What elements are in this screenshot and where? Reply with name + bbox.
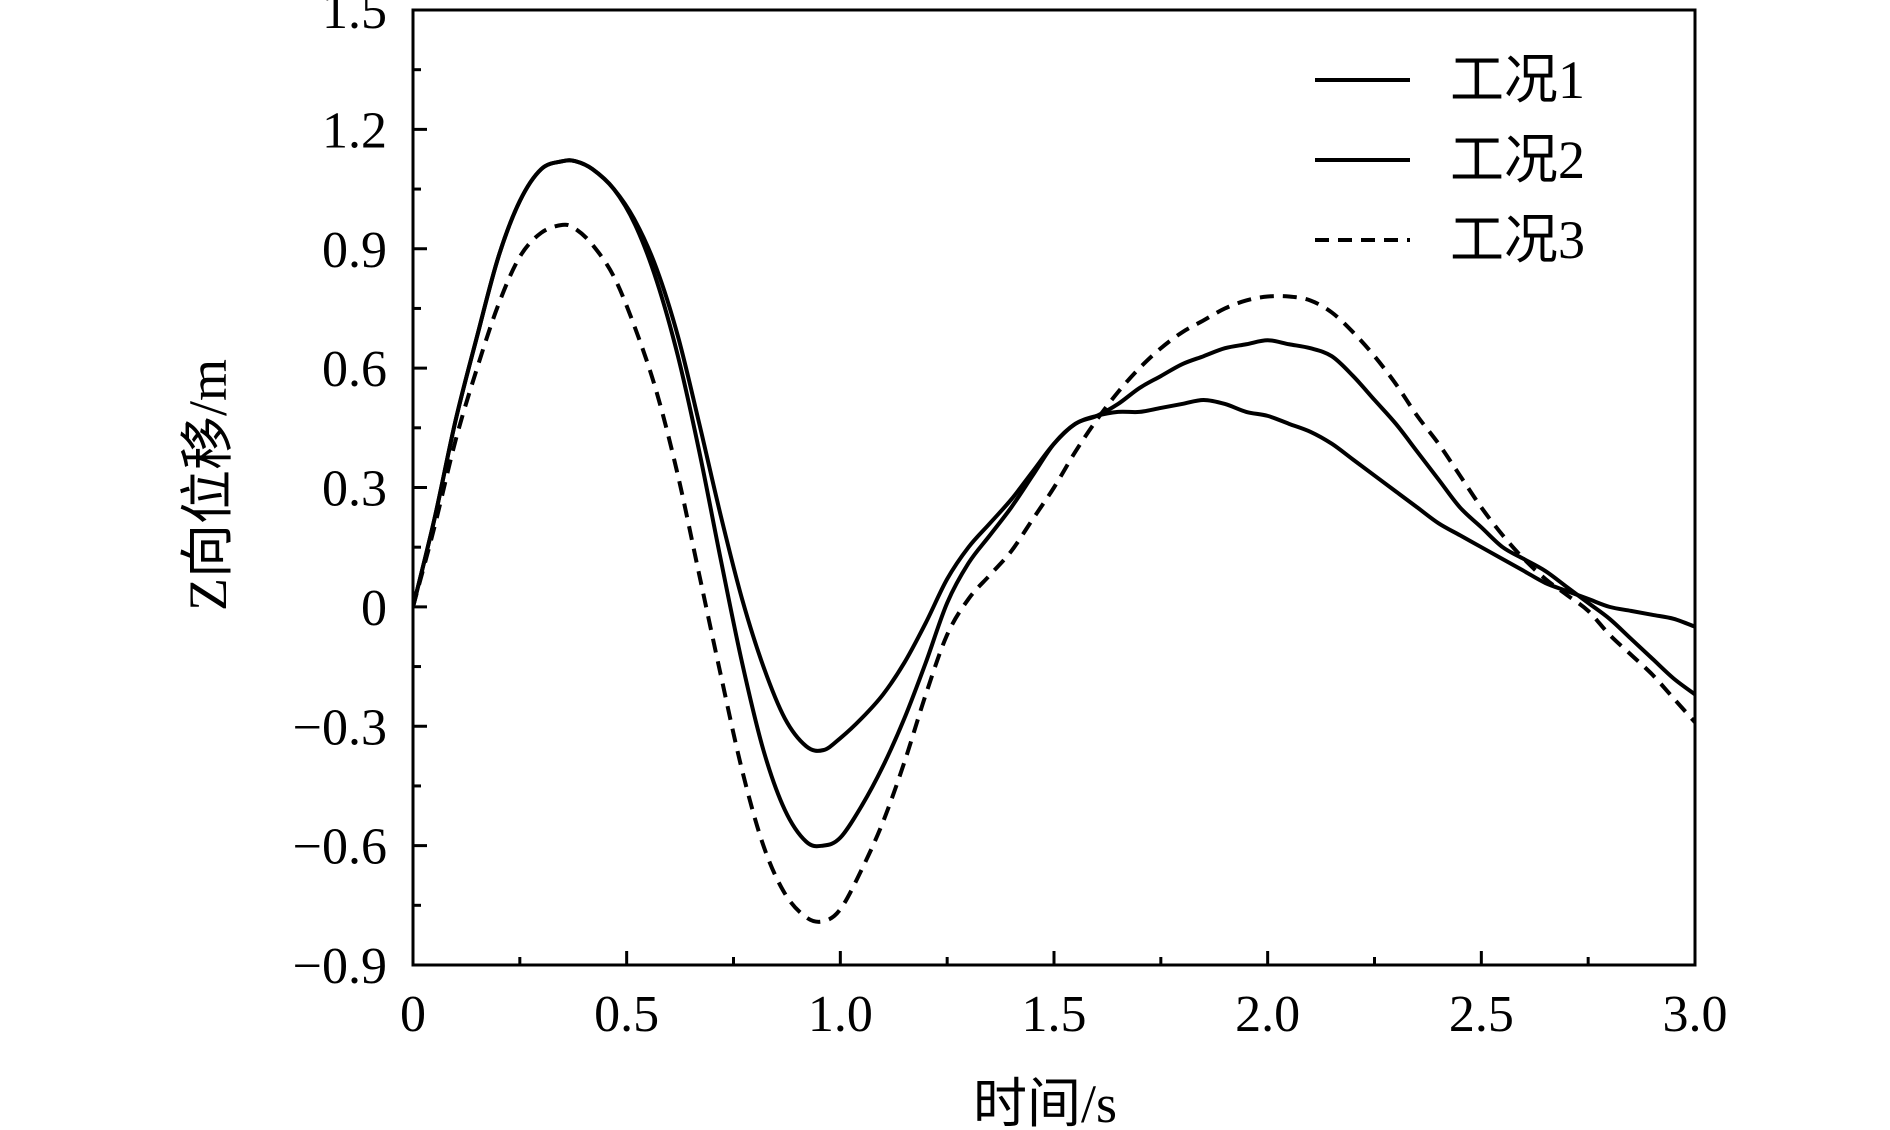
x-tick-label: 1.5 [1022, 986, 1087, 1043]
x-axis-title: 时间/s [973, 1074, 1117, 1130]
y-axis-title: Z向位移/m [178, 359, 238, 611]
x-tick-label: 2.5 [1449, 986, 1514, 1043]
legend-label-1: 工况1 [1450, 50, 1585, 110]
x-tick-label: 2.0 [1235, 986, 1300, 1043]
plot-area [413, 158, 1695, 924]
y-tick-label: 1.5 [322, 0, 387, 40]
x-tick-label: 1.0 [808, 986, 873, 1043]
series-line-3 [413, 222, 1695, 924]
axes: 0 0.5 1.0 1.5 2.0 2.5 3.0 −0.9 −0.6 −0.3 0 0.3 0.6 0.… [293, 0, 1728, 1043]
series-line-2 [413, 158, 1695, 849]
y-tick-label: 1.2 [322, 102, 387, 159]
x-tick-label: 3.0 [1663, 986, 1728, 1043]
x-tick-label: 0.5 [594, 986, 659, 1043]
y-tick-label: 0.9 [322, 222, 387, 279]
y-tick-label: 0.3 [322, 461, 387, 518]
y-tick-label: −0.3 [293, 699, 387, 756]
legend-label-3: 工况3 [1450, 210, 1585, 270]
y-tick-label: −0.9 [293, 938, 387, 995]
x-tick-label: 0 [400, 986, 426, 1043]
y-tick-label: 0 [361, 580, 387, 637]
y-tick-label: −0.6 [293, 819, 387, 876]
legend: 工况1 工况2 工况3 [1315, 50, 1585, 270]
legend-label-2: 工况2 [1450, 130, 1585, 190]
y-tick-label: 0.6 [322, 341, 387, 398]
